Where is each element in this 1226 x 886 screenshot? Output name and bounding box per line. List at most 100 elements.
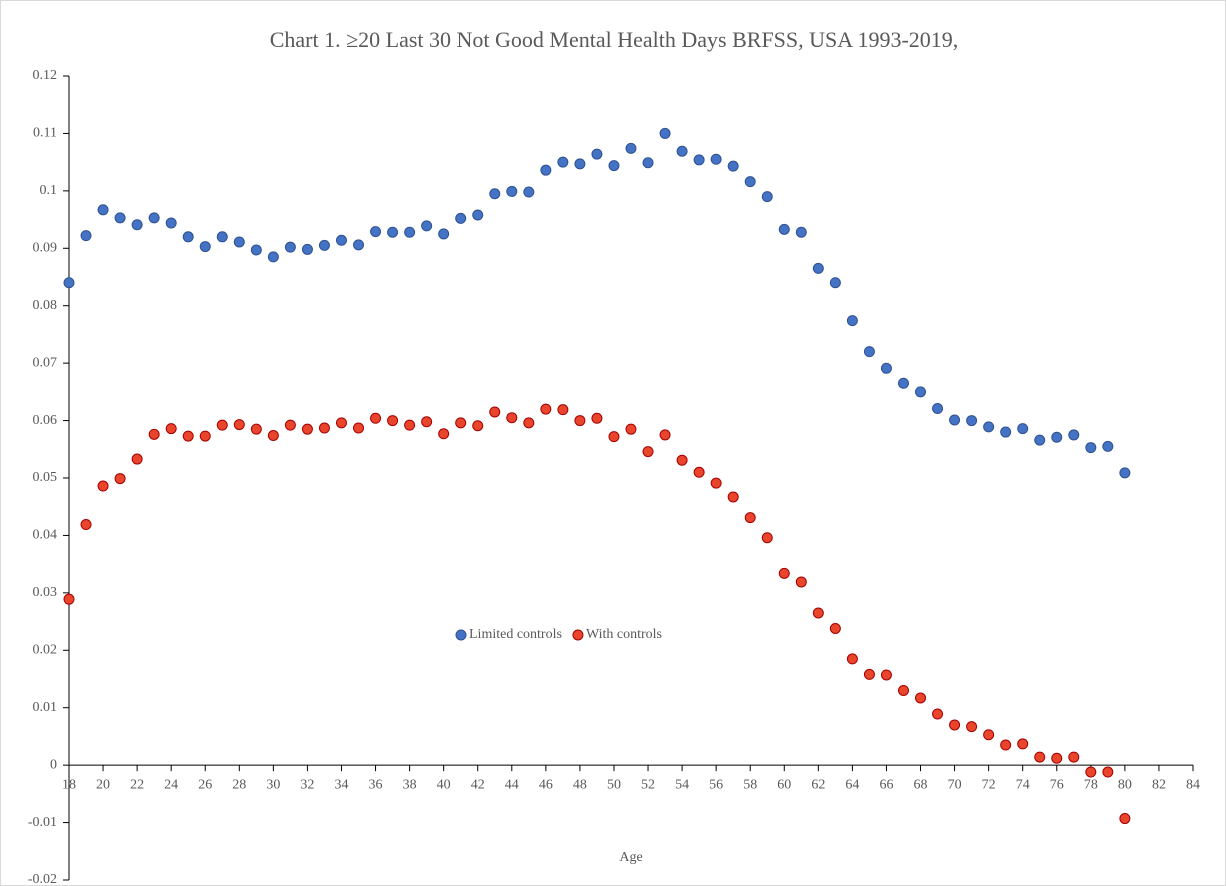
data-point <box>659 127 671 139</box>
data-point <box>676 145 688 157</box>
data-point <box>659 429 671 441</box>
x-tick-label: 22 <box>130 777 144 792</box>
data-point <box>829 277 841 289</box>
data-point <box>182 231 194 243</box>
data-point <box>915 692 927 704</box>
x-tick-label: 74 <box>1016 777 1030 792</box>
x-tick-label: 30 <box>266 777 280 792</box>
data-point <box>148 212 160 224</box>
data-point <box>370 226 382 238</box>
x-tick-label: 62 <box>811 777 825 792</box>
data-point <box>1034 434 1046 446</box>
x-tick-label: 48 <box>573 777 587 792</box>
data-point <box>1000 426 1012 438</box>
data-point <box>1017 738 1029 750</box>
y-tick-label: 0.07 <box>33 355 58 370</box>
data-point <box>642 157 654 169</box>
x-tick-label: 42 <box>471 777 485 792</box>
x-tick-label: 26 <box>198 777 212 792</box>
x-tick-label: 64 <box>845 777 859 792</box>
data-point <box>216 419 228 431</box>
y-tick-label: 0.12 <box>33 68 58 83</box>
data-point <box>744 176 756 188</box>
data-point <box>489 188 501 200</box>
data-point <box>897 377 909 389</box>
x-tick-label: 60 <box>777 777 791 792</box>
x-tick-label: 36 <box>369 777 383 792</box>
data-point <box>846 315 858 327</box>
data-point <box>778 223 790 235</box>
data-point <box>812 607 824 619</box>
data-point <box>1119 813 1131 825</box>
y-tick-label: 0.08 <box>33 298 58 313</box>
data-point <box>455 212 467 224</box>
data-point <box>642 446 654 458</box>
x-tick-label: 32 <box>300 777 314 792</box>
legend-marker <box>455 629 467 641</box>
data-point <box>625 142 637 154</box>
data-point <box>387 226 399 238</box>
data-point <box>250 423 262 435</box>
data-point <box>387 415 399 427</box>
x-tick-label: 58 <box>743 777 757 792</box>
data-point <box>284 241 296 253</box>
x-tick-label: 24 <box>164 777 178 792</box>
data-point <box>506 412 518 424</box>
data-point <box>778 567 790 579</box>
data-point <box>216 231 228 243</box>
chart-title: Chart 1. ≥20 Last 30 Not Good Mental Hea… <box>270 27 959 52</box>
data-point <box>710 477 722 489</box>
data-point <box>829 622 841 634</box>
data-point <box>318 422 330 434</box>
data-point <box>591 148 603 160</box>
data-point <box>863 346 875 358</box>
x-tick-label: 66 <box>879 777 893 792</box>
data-point <box>165 423 177 435</box>
data-point <box>727 160 739 172</box>
data-point <box>932 403 944 415</box>
data-point <box>1034 751 1046 763</box>
data-point <box>1017 423 1029 435</box>
data-point <box>523 186 535 198</box>
data-point <box>506 185 518 197</box>
x-tick-label: 84 <box>1186 777 1200 792</box>
x-tick-label: 40 <box>437 777 451 792</box>
x-tick-label: 52 <box>641 777 655 792</box>
x-tick-label: 70 <box>948 777 962 792</box>
x-tick-label: 72 <box>982 777 996 792</box>
data-point <box>404 419 416 431</box>
y-tick-label: 0.06 <box>33 413 58 428</box>
data-point <box>1051 752 1063 764</box>
data-point <box>1119 467 1131 479</box>
x-tick-label: 46 <box>539 777 553 792</box>
data-point <box>540 403 552 415</box>
x-axis-title: Age <box>619 850 642 865</box>
data-point <box>114 473 126 485</box>
data-point <box>574 158 586 170</box>
data-point <box>267 430 279 442</box>
data-point <box>233 236 245 248</box>
data-point <box>267 251 279 263</box>
y-tick-label: -0.02 <box>28 872 57 886</box>
data-point <box>897 684 909 696</box>
data-point <box>114 212 126 224</box>
data-point <box>301 243 313 255</box>
data-point <box>983 421 995 433</box>
y-tick-label: 0.03 <box>33 585 58 600</box>
data-point <box>1068 751 1080 763</box>
x-tick-label: 54 <box>675 777 689 792</box>
data-point <box>557 404 569 416</box>
x-tick-label: 50 <box>607 777 621 792</box>
data-point <box>131 453 143 465</box>
data-point <box>80 519 92 531</box>
data-point <box>370 412 382 424</box>
data-point <box>335 417 347 429</box>
data-point <box>165 217 177 229</box>
data-point <box>148 428 160 440</box>
x-tick-label: 38 <box>403 777 417 792</box>
data-point <box>421 416 433 428</box>
data-point <box>97 204 109 216</box>
data-point <box>421 220 433 232</box>
